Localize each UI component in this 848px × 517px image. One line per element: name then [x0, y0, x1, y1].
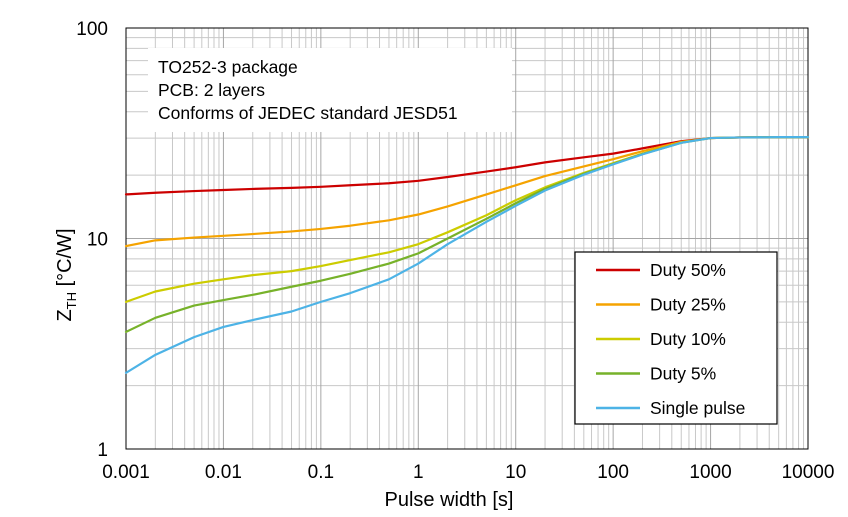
series-lines	[124, 136, 810, 374]
y-axis-title-main: Z	[54, 309, 76, 321]
annotation-line-3: Conforms of JEDEC standard JESD51	[158, 103, 458, 123]
y-tick-labels: 1 10 100	[76, 19, 108, 461]
annotation-line-1: TO252-3 package	[158, 57, 298, 77]
legend: Duty 50% Duty 25% Duty 10% Duty 5% Single pu…	[574, 251, 778, 425]
legend-label-2: Duty 10%	[650, 329, 726, 349]
y-axis-title-sub: TH	[64, 292, 79, 309]
legend-label-4: Single pulse	[650, 398, 745, 418]
legend-label-1: Duty 25%	[650, 295, 726, 315]
x-axis-title: Pulse width [s]	[385, 489, 514, 511]
annotation-line-2: PCB: 2 layers	[158, 80, 265, 100]
x-tick-label: 1000	[689, 462, 731, 483]
x-tick-label: 0.01	[205, 462, 242, 483]
y-axis-title: ZTH [°C/W]	[54, 228, 79, 321]
x-tick-label: 10000	[782, 462, 835, 483]
x-tick-label: 10	[505, 462, 526, 483]
y-axis-title-rest: [°C/W]	[54, 228, 76, 292]
y-tick-label: 10	[87, 230, 108, 251]
x-tick-label: 0.001	[102, 462, 150, 483]
series-line-4	[124, 136, 810, 374]
legend-label-0: Duty 50%	[650, 260, 726, 280]
x-tick-labels: 0.001 0.01 0.1 1 10 100 1000 10000	[102, 462, 834, 483]
y-tick-label: 100	[76, 19, 108, 40]
x-tick-label: 0.1	[308, 462, 334, 483]
y-tick-label: 1	[97, 440, 108, 461]
legend-label-3: Duty 5%	[650, 364, 716, 384]
x-tick-label: 100	[597, 462, 629, 483]
plot-frame	[125, 27, 809, 450]
annotation-background	[148, 48, 512, 132]
annotation-box: TO252-3 package PCB: 2 layers Conforms o…	[148, 48, 512, 132]
x-tick-label: 1	[413, 462, 424, 483]
